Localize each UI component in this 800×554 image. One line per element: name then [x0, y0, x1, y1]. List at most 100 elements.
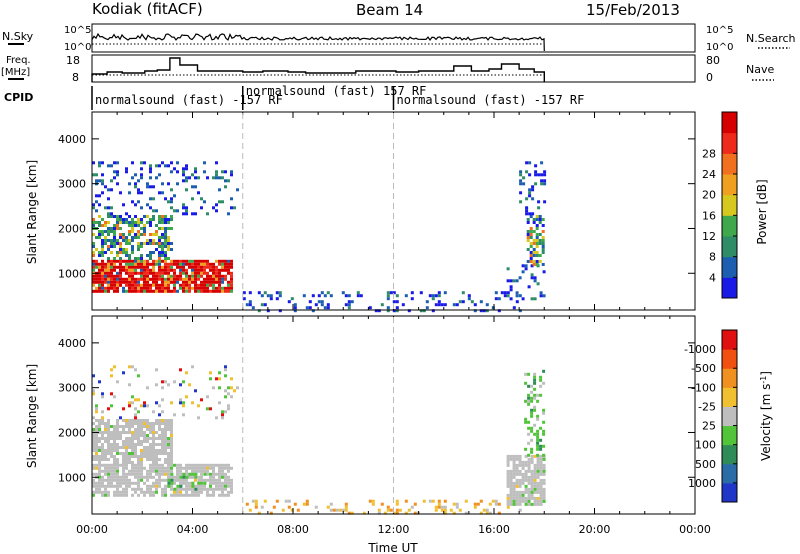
heatmap-cell [536, 463, 540, 467]
heatmap-cell [104, 463, 107, 467]
heatmap-cell [164, 437, 167, 440]
heatmap-cell [182, 487, 185, 491]
heatmap-cell [116, 215, 119, 218]
heatmap-cell [263, 291, 267, 295]
heatmap-cell [532, 218, 536, 221]
heatmap-cell [164, 469, 167, 473]
heatmap-cell [167, 227, 170, 230]
heatmap-cell [143, 425, 146, 428]
heatmap-cell [179, 481, 182, 485]
heatmap-cell [518, 493, 522, 497]
heatmap-cell [176, 274, 179, 278]
heatmap-cell [494, 297, 498, 301]
heatmap-cell [218, 493, 221, 497]
heatmap-cell [116, 280, 119, 284]
freq-label-line1: Freq. [6, 55, 31, 66]
heatmap-cell [137, 257, 140, 260]
heatmap-cell [92, 493, 95, 497]
heatmap-cell [527, 475, 531, 479]
heatmap-cell [437, 294, 441, 298]
heatmap-cell [107, 434, 110, 437]
heatmap-cell [509, 469, 513, 473]
heatmap-cell [101, 265, 104, 269]
heatmap-cell [173, 271, 176, 275]
heatmap-cell [182, 478, 186, 482]
heatmap-cell [110, 206, 113, 210]
heatmap-cell [221, 484, 224, 488]
heatmap-cell [221, 463, 224, 467]
heatmap-cell [182, 283, 185, 287]
heatmap-cell [254, 502, 258, 506]
heatmap-cell [512, 457, 516, 461]
heatmap-cell [212, 478, 215, 482]
heatmap-cell [269, 297, 273, 301]
heatmap-cell [374, 309, 378, 313]
heatmap-cell [98, 203, 101, 207]
heatmap-cell [518, 469, 522, 473]
heatmap-cell [206, 493, 209, 497]
heatmap-cell [482, 508, 486, 512]
heatmap-cell [347, 303, 351, 307]
heatmap-cell [535, 233, 539, 236]
heatmap-cell [518, 490, 522, 494]
heatmap-cell [119, 262, 122, 266]
heatmap-cell [101, 458, 104, 461]
heatmap-cell [122, 431, 125, 434]
heatmap-cell [179, 265, 182, 269]
heatmap-cell [101, 416, 104, 420]
heatmap-cell [413, 511, 417, 515]
heatmap-cell [152, 440, 155, 443]
heatmap-cell [161, 248, 164, 251]
heatmap-cell [383, 511, 387, 515]
heatmap-cell [122, 461, 125, 464]
heatmap-cell [188, 466, 191, 470]
heatmap-cell [215, 416, 218, 420]
heatmap-cell [146, 242, 149, 245]
heatmap-cell [302, 502, 306, 506]
heatmap-cell [119, 437, 122, 440]
heatmap-cell [532, 263, 536, 266]
heatmap-cell [167, 383, 170, 387]
heatmap-cell [95, 410, 98, 414]
heatmap-cell [218, 371, 221, 375]
heatmap-cell [158, 422, 161, 425]
heatmap-cell [200, 197, 203, 201]
heatmap-cell [509, 285, 513, 289]
heatmap-cell [146, 283, 149, 287]
heatmap-cell [128, 280, 131, 284]
heatmap-cell [542, 432, 546, 436]
heatmap-cell [131, 365, 134, 369]
heatmap-cell [431, 499, 435, 503]
heatmap-cell [128, 268, 131, 272]
heatmap-cell [170, 437, 173, 440]
heatmap-cell [92, 218, 95, 221]
heatmap-cell [152, 431, 155, 434]
heatmap-cell [326, 505, 330, 509]
heatmap-cell [203, 289, 206, 293]
heatmap-cell [305, 502, 309, 506]
heatmap-cell [155, 487, 158, 491]
heatmap-cell [122, 463, 125, 467]
heatmap-cell [95, 487, 98, 491]
heatmap-cell [392, 309, 396, 313]
heatmap-cell [541, 224, 545, 227]
heatmap-cell [122, 259, 125, 263]
heatmap-cell [107, 469, 110, 473]
heatmap-cell [455, 502, 459, 506]
heatmap-cell [218, 469, 221, 473]
heatmap-cell [443, 291, 447, 295]
heatmap-cell [230, 265, 233, 269]
heatmap-cell [422, 499, 426, 503]
heatmap-cell [539, 466, 543, 470]
heatmap-cell [137, 262, 140, 266]
heatmap-cell [218, 277, 221, 281]
heatmap-cell [539, 493, 543, 497]
heatmap-cell [194, 472, 198, 476]
heatmap-cell [206, 265, 209, 269]
heatmap-cell [248, 508, 252, 512]
heatmap-cell [173, 463, 176, 467]
heatmap-cell [95, 472, 98, 476]
heatmap-cell [533, 502, 537, 506]
heatmap-cell [515, 291, 519, 295]
heatmap-cell [125, 452, 128, 455]
